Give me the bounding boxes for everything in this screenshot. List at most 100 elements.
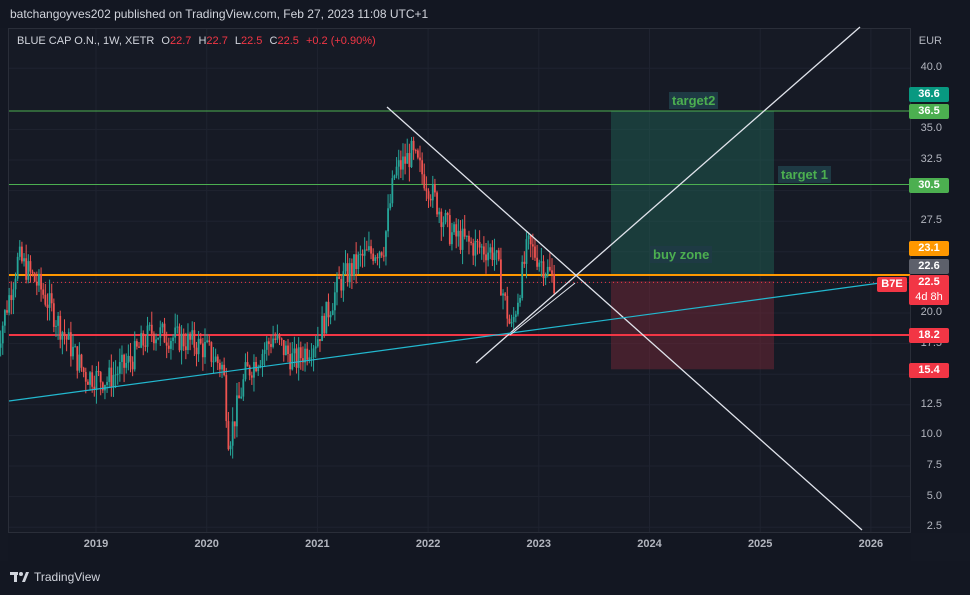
candle-body (534, 246, 536, 258)
change-value: +0.2 (+0.90%) (305, 35, 376, 47)
candle-body (265, 341, 268, 350)
candle-body (161, 323, 164, 328)
candle-body (3, 310, 6, 326)
candle-body (170, 340, 172, 349)
candle-body (233, 421, 236, 427)
footer (0, 561, 970, 595)
annotation-buy-zone[interactable]: buy zone (650, 246, 713, 263)
candle-body (263, 349, 266, 354)
candle-body (12, 289, 15, 301)
candle-body (304, 348, 306, 363)
candle-body (206, 340, 209, 342)
candle-body (242, 379, 245, 397)
candle-body (393, 175, 396, 179)
candle-body (500, 259, 502, 296)
candle-body (110, 367, 113, 388)
candle-body (42, 289, 45, 295)
candle-body (142, 333, 145, 346)
price-badge: 30.5 (909, 178, 949, 193)
candle-body (80, 354, 83, 368)
candle-body (495, 250, 498, 253)
candle-body (380, 252, 383, 256)
y-tick-label: 5.0 (926, 489, 942, 502)
candle-body (425, 188, 428, 192)
candle-body (302, 358, 304, 363)
candle-body (238, 395, 240, 399)
candle-body (282, 339, 285, 356)
candle-body (372, 253, 375, 262)
candle-body (408, 153, 411, 168)
candle-body (187, 333, 189, 351)
candle-body (325, 301, 328, 334)
candle-body (267, 341, 270, 345)
candle-body (363, 249, 366, 256)
annotation-target1[interactable]: target 1 (778, 166, 831, 183)
open-label: O (161, 35, 170, 47)
y-tick-label: 20.0 (920, 306, 942, 318)
candle-body (91, 372, 94, 387)
candle-body (255, 362, 257, 372)
candle-body (76, 346, 79, 371)
candle-body (538, 262, 541, 267)
candle-body (287, 345, 289, 355)
candle-body (512, 317, 515, 322)
candle-body (101, 382, 104, 391)
candle-body (31, 271, 34, 274)
candle-body (517, 302, 519, 315)
candle-body (133, 341, 136, 370)
x-tick-label: 2020 (194, 538, 219, 550)
candle-body (197, 338, 200, 355)
candle-body (195, 347, 198, 355)
candle-body (14, 278, 17, 290)
candle-body (23, 258, 25, 262)
candle-body (434, 184, 436, 193)
candle-body (150, 324, 153, 334)
candle-body (389, 203, 392, 209)
candle-body (491, 247, 494, 261)
candle-body (436, 192, 438, 215)
candle-body (274, 338, 277, 340)
tradingview-logo[interactable]: TradingView (10, 570, 100, 584)
candle-body (261, 353, 264, 365)
candle-body (457, 230, 460, 237)
candle-body (289, 354, 292, 370)
candle-body (312, 348, 315, 358)
candle-body (357, 254, 360, 270)
candle-body (342, 271, 345, 291)
open-value: 22.7 (169, 35, 192, 47)
candle-body (412, 140, 415, 151)
candle-body (551, 270, 553, 274)
candle-body (159, 327, 162, 338)
candle-body (0, 343, 2, 348)
annotation-target2[interactable]: target2 (669, 92, 719, 109)
close-label: C (269, 35, 278, 47)
y-tick-label: 32.5 (920, 153, 942, 165)
candle-body (231, 421, 234, 446)
candle-body (165, 342, 168, 346)
candle-body (514, 314, 517, 318)
candle-body (482, 246, 485, 255)
candle-body (485, 254, 487, 261)
candle-body (108, 367, 111, 382)
candle-body (406, 153, 409, 164)
currency-label: EUR (918, 35, 942, 47)
candle-body (468, 235, 470, 242)
candle-body (446, 213, 449, 216)
candle-body (451, 232, 453, 245)
candle-body (144, 345, 147, 347)
price-badge: 36.5 (909, 104, 949, 119)
candle-body (474, 240, 477, 256)
x-tick-label: 2019 (83, 538, 109, 550)
candle-body (416, 150, 419, 158)
candle-body (355, 254, 358, 270)
candle-body (172, 337, 174, 341)
candle-body (293, 348, 296, 354)
candle-body (167, 345, 170, 349)
candle-body (16, 256, 19, 279)
candle-body (502, 293, 504, 296)
candle-body (519, 297, 521, 303)
candle-body (57, 315, 60, 326)
candle-body (123, 354, 126, 368)
time-axis[interactable] (8, 533, 911, 561)
